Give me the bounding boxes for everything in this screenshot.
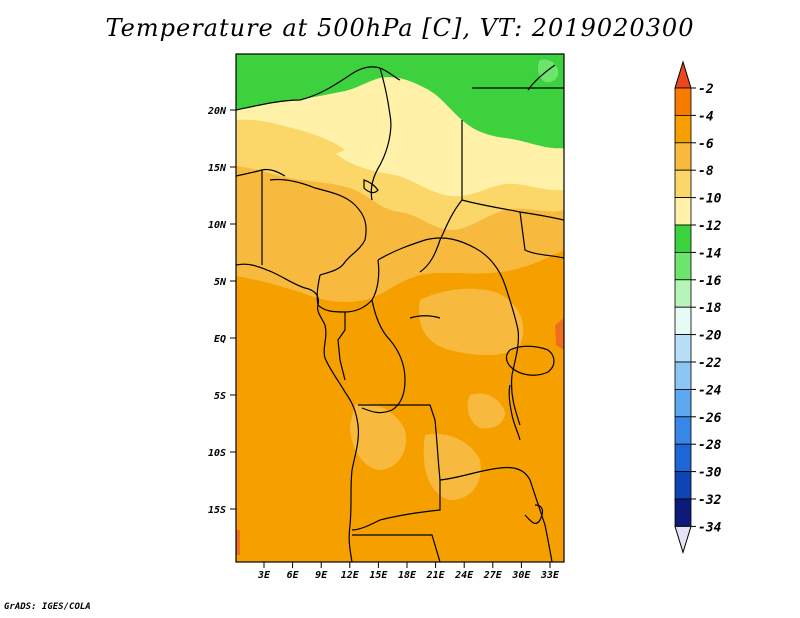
border-chad-sudan bbox=[419, 120, 463, 273]
colorbar-label: -30 bbox=[698, 466, 722, 481]
colorbar-top-cap bbox=[674, 60, 692, 89]
border-ethiopia bbox=[519, 211, 564, 259]
lat-tick-label: 15N bbox=[208, 163, 227, 174]
border-angola bbox=[351, 404, 441, 531]
field-green-band bbox=[236, 54, 564, 149]
lon-tick-label: 12E bbox=[341, 570, 360, 581]
border-algeria-niger bbox=[236, 66, 401, 111]
colorbar-label: -10 bbox=[698, 192, 722, 207]
colorbar-swatch bbox=[674, 87, 692, 116]
colorbar-label: -26 bbox=[698, 411, 722, 426]
colorbar-label: -18 bbox=[698, 301, 722, 316]
colorbar-swatch bbox=[674, 443, 692, 473]
colorbar-label: -20 bbox=[698, 329, 722, 344]
country-borders bbox=[236, 64, 564, 562]
lat-tick-label: 5S bbox=[214, 391, 226, 402]
field-dark-orange bbox=[555, 318, 564, 350]
field-orange-light bbox=[419, 288, 524, 355]
field-green-light bbox=[537, 59, 559, 83]
colorbar-swatch bbox=[674, 306, 692, 336]
lake-victoria bbox=[505, 345, 555, 376]
border-mozambique bbox=[529, 479, 553, 562]
lat-tick-label: 10N bbox=[208, 220, 227, 231]
colorbar-label: -8 bbox=[698, 164, 714, 179]
colorbar-swatch bbox=[674, 142, 692, 171]
map-frame bbox=[235, 53, 565, 563]
colorbar-swatch bbox=[674, 361, 692, 390]
colorbar-swatch bbox=[674, 388, 692, 418]
colorbar-swatch bbox=[674, 416, 692, 445]
border-car bbox=[377, 237, 506, 286]
lon-tick-label: 24E bbox=[454, 570, 474, 581]
lon-tick-label: 18E bbox=[398, 570, 417, 581]
colorbar-swatch bbox=[674, 471, 692, 500]
lon-tick-label: 21E bbox=[426, 570, 446, 581]
colorbar-label: -16 bbox=[698, 274, 722, 289]
colorbar-label: -4 bbox=[698, 109, 714, 124]
coastline-west-africa bbox=[236, 263, 360, 562]
colorbar-label: -2 bbox=[698, 82, 714, 97]
field-orange-light bbox=[467, 393, 505, 429]
lat-tick-label: EQ bbox=[214, 334, 226, 345]
border-nigeria bbox=[269, 178, 367, 276]
lat-tick-label: 15S bbox=[208, 505, 226, 516]
lon-tick-label: 27E bbox=[483, 570, 503, 581]
longitude-axis: 3E 6E 9E 12E 15E 18E 21E 24E 27E 30E 33E bbox=[257, 562, 560, 581]
border-red-sea bbox=[527, 64, 556, 91]
colorbar-label: -14 bbox=[698, 246, 722, 261]
colorbar-swatch bbox=[674, 498, 692, 527]
map-field bbox=[236, 54, 564, 562]
latitude-axis: 20N 15N 10N 5N EQ 5S 10S 15S bbox=[207, 106, 236, 516]
colorbar-swatch bbox=[674, 197, 692, 226]
lat-tick-label: 5N bbox=[214, 277, 227, 288]
colorbar-label: -32 bbox=[698, 493, 722, 508]
page-title: Temperature at 500hPa [C], VT: 201902030… bbox=[105, 14, 695, 42]
colorbar-swatch bbox=[674, 334, 692, 363]
lat-tick-label: 10S bbox=[208, 448, 226, 459]
colorbar-label: -12 bbox=[698, 219, 722, 234]
colorbar-label: -22 bbox=[698, 356, 722, 371]
border-drc bbox=[361, 299, 406, 414]
lon-tick-label: 33E bbox=[540, 570, 560, 581]
lon-tick-label: 15E bbox=[369, 570, 388, 581]
colorbar-label: -34 bbox=[698, 520, 722, 535]
colorbar-bottom-cap bbox=[674, 525, 692, 555]
colorbar-swatch bbox=[674, 251, 692, 281]
border-zambia bbox=[439, 466, 531, 481]
colorbar-label: -24 bbox=[698, 383, 722, 398]
colorbar-swatch bbox=[674, 224, 692, 253]
congo-river bbox=[409, 315, 441, 319]
colorbar-swatch bbox=[674, 115, 692, 144]
footer-credit: GrADS: IGES/COLA bbox=[4, 602, 91, 612]
colorbar-legend: -2 -4 -6 -8 -10 -12 -14 -16 -18 -20 -22 -24 -26 -28 -3… bbox=[674, 60, 722, 555]
lat-tick-label: 20N bbox=[207, 106, 227, 117]
border-namibia bbox=[352, 534, 441, 562]
lon-tick-label: 9E bbox=[315, 570, 328, 581]
colorbar-label: -6 bbox=[698, 137, 714, 152]
lake-malawi bbox=[524, 504, 544, 524]
colorbar-label: -28 bbox=[698, 438, 722, 453]
lon-tick-label: 3E bbox=[257, 570, 271, 581]
border-congo bbox=[337, 312, 346, 381]
field-orange-light bbox=[350, 403, 406, 470]
field-dark-orange bbox=[236, 530, 240, 555]
lake-tanganyika bbox=[508, 384, 521, 441]
colorbar-swatch bbox=[674, 169, 692, 198]
field-pale-orange bbox=[236, 119, 345, 156]
lon-tick-label: 6E bbox=[287, 570, 300, 581]
colorbar-swatch bbox=[674, 279, 692, 308]
border-drc-east bbox=[504, 284, 521, 426]
lake-chad bbox=[363, 179, 379, 194]
lon-tick-label: 30E bbox=[511, 570, 531, 581]
